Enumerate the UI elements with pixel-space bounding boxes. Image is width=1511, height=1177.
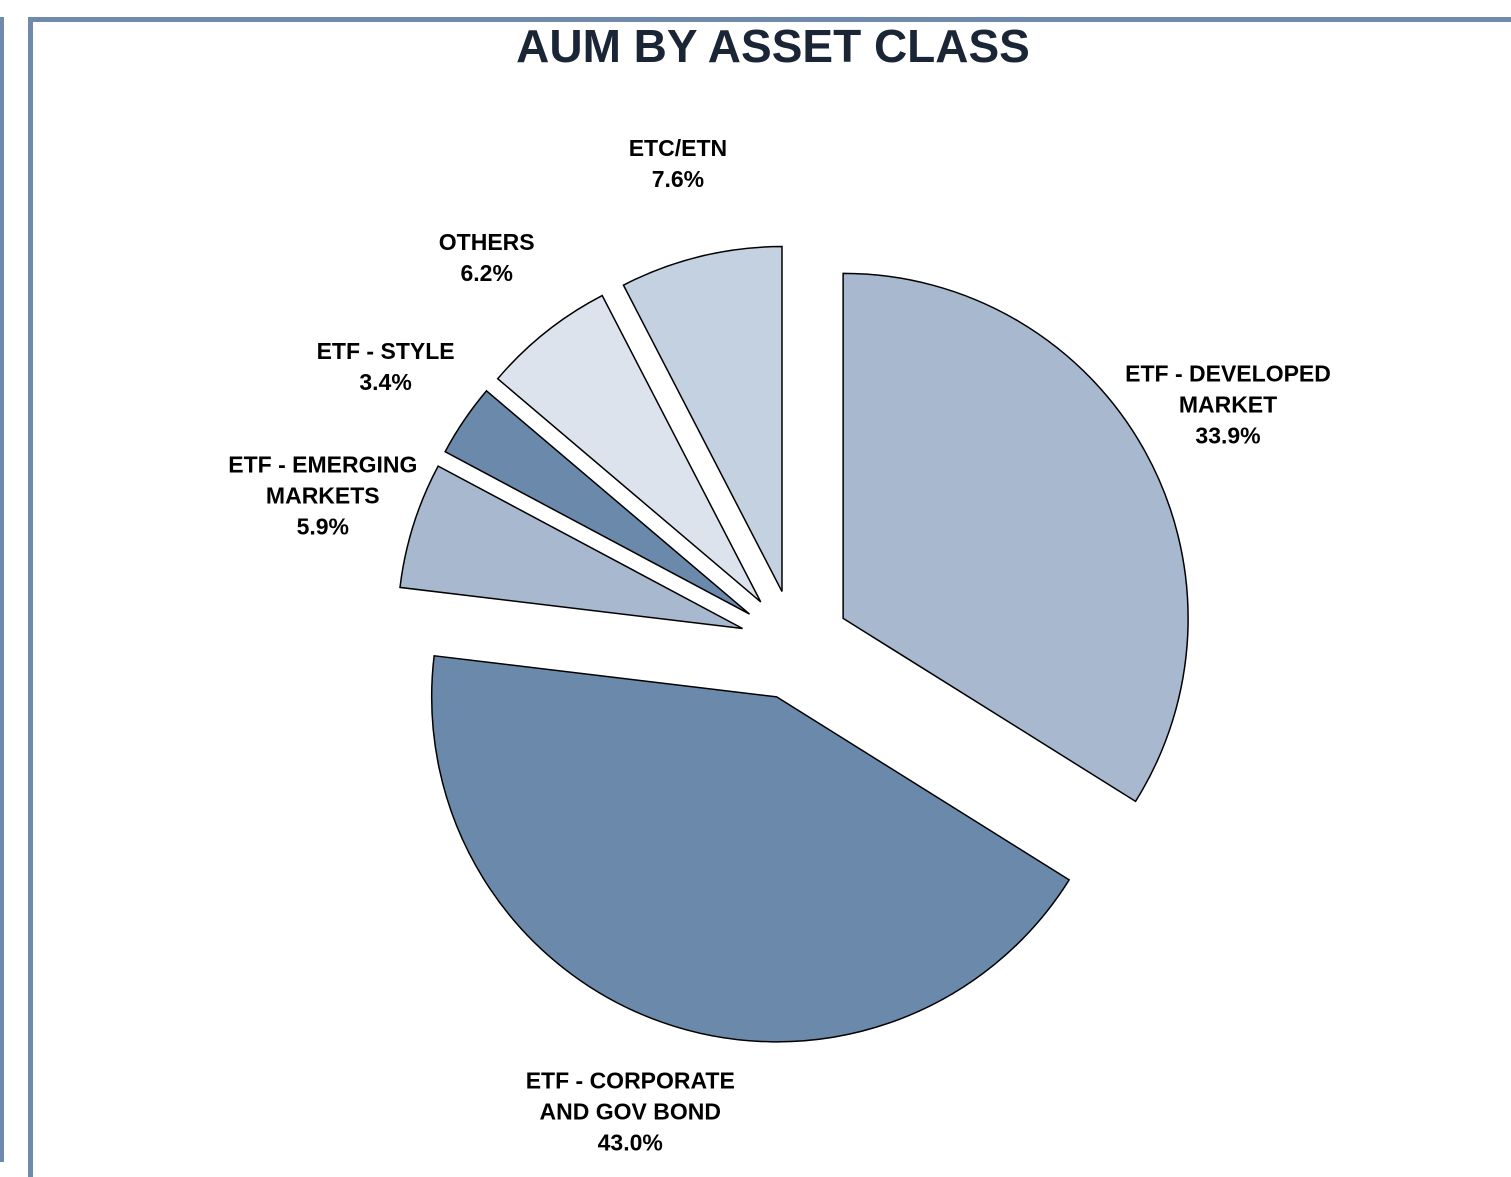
slice-label: ETC/ETN 7.6% <box>553 133 803 195</box>
pie-slice <box>444 389 750 615</box>
value-label: 5.9% <box>296 513 350 540</box>
category-label: ETF - DEVELOPED MARKET <box>1125 360 1331 418</box>
value-label: 43.0% <box>597 1129 663 1156</box>
slice-label: ETF - CORPORATE AND GOV BOND 43.0% <box>505 1065 755 1158</box>
chart-title: AUM BY ASSET CLASS <box>516 20 1030 72</box>
pie-slice <box>430 654 1071 1043</box>
value-label: 7.6% <box>651 166 705 193</box>
slice-label: OTHERS 6.2% <box>362 227 612 289</box>
pie-slice <box>496 294 762 603</box>
frame-edge <box>0 17 4 1162</box>
category-label: ETF - CORPORATE AND GOV BOND <box>525 1067 735 1125</box>
pie-slice <box>622 245 783 592</box>
category-label: OTHERS <box>438 228 535 255</box>
chart-frame <box>28 17 1511 1177</box>
value-label: 6.2% <box>460 259 513 286</box>
category-label: ETF - EMERGING MARKETS <box>228 451 418 509</box>
value-label: 3.4% <box>359 368 412 395</box>
slice-label: ETF - DEVELOPED MARKET 33.9% <box>1103 359 1353 452</box>
pie-slice <box>399 465 743 630</box>
slice-label: ETF - EMERGING MARKETS 5.9% <box>198 450 448 543</box>
value-label: 33.9% <box>1195 422 1261 449</box>
category-label: ETC/ETN <box>628 135 728 162</box>
category-label: ETF - STYLE <box>316 337 455 364</box>
pie-slice <box>842 272 1189 803</box>
slice-label: ETF - STYLE 3.4% <box>261 336 511 398</box>
